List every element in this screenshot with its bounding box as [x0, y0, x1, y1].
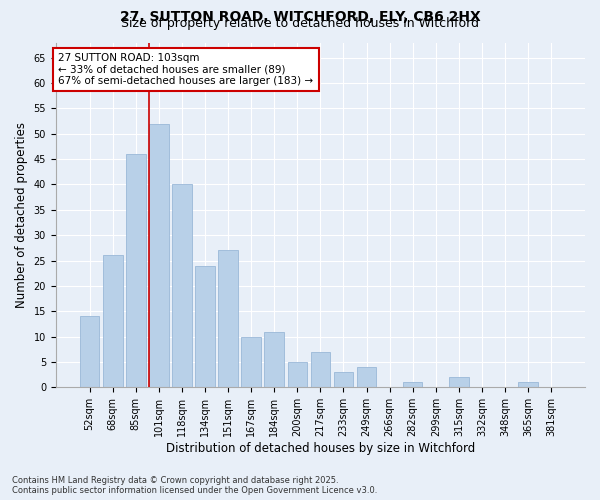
Bar: [149, 124, 169, 388]
Bar: [103, 256, 122, 388]
Bar: [126, 154, 146, 388]
Bar: [218, 250, 238, 388]
X-axis label: Distribution of detached houses by size in Witchford: Distribution of detached houses by size …: [166, 442, 475, 455]
Y-axis label: Number of detached properties: Number of detached properties: [15, 122, 28, 308]
Text: Contains HM Land Registry data © Crown copyright and database right 2025.
Contai: Contains HM Land Registry data © Crown c…: [12, 476, 377, 495]
Bar: [334, 372, 353, 388]
Bar: [403, 382, 422, 388]
Bar: [172, 184, 192, 388]
Text: 27, SUTTON ROAD, WITCHFORD, ELY, CB6 2HX: 27, SUTTON ROAD, WITCHFORD, ELY, CB6 2HX: [119, 10, 481, 24]
Bar: [80, 316, 100, 388]
Bar: [357, 367, 376, 388]
Bar: [241, 336, 261, 388]
Bar: [287, 362, 307, 388]
Text: 27 SUTTON ROAD: 103sqm
← 33% of detached houses are smaller (89)
67% of semi-det: 27 SUTTON ROAD: 103sqm ← 33% of detached…: [58, 53, 314, 86]
Bar: [311, 352, 330, 388]
Bar: [195, 266, 215, 388]
Bar: [518, 382, 538, 388]
Bar: [265, 332, 284, 388]
Text: Size of property relative to detached houses in Witchford: Size of property relative to detached ho…: [121, 18, 479, 30]
Bar: [449, 377, 469, 388]
